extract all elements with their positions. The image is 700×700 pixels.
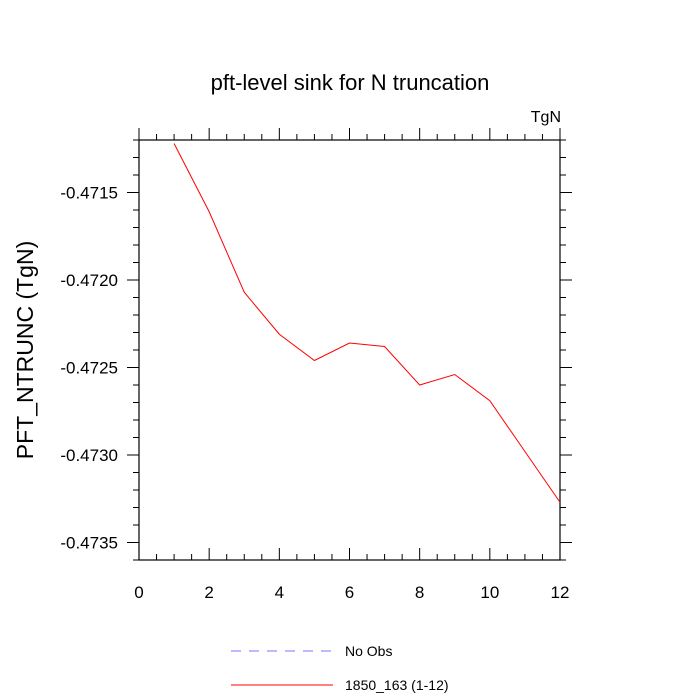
- x-tick-label: 8: [415, 583, 424, 602]
- y-tick-label: -0.4735: [60, 534, 118, 553]
- x-tick-label: 4: [275, 583, 284, 602]
- legend-label: 1850_163 (1-12): [345, 677, 449, 693]
- x-tick-label: 6: [345, 583, 354, 602]
- x-axis-ticks: 0 2 4 6 8 10 12: [134, 128, 569, 602]
- x-tick-label: 10: [480, 583, 499, 602]
- legend-label: No Obs: [345, 643, 392, 659]
- series-line: [173, 143, 561, 503]
- plot-frame: [138, 139, 561, 561]
- x-tick-label: 12: [551, 583, 570, 602]
- y-tick-label: -0.4715: [60, 184, 118, 203]
- x-tick-label: 0: [134, 583, 143, 602]
- y-tick-label: -0.4725: [60, 359, 118, 378]
- y-tick-label: -0.4720: [60, 271, 118, 290]
- y-axis-label: PFT_NTRUNC (TgN): [12, 241, 38, 460]
- units-label: TgN: [531, 109, 561, 126]
- x-tick-label: 2: [204, 583, 213, 602]
- y-axis-ticks: -0.4715 -0.4720 -0.4725 -0.4730 -0.4735: [60, 139, 572, 561]
- legend: No Obs 1850_163 (1-12): [231, 643, 449, 693]
- chart-title: pft-level sink for N truncation: [211, 70, 490, 95]
- series-layer: [173, 143, 561, 503]
- y-tick-label: -0.4730: [60, 446, 118, 465]
